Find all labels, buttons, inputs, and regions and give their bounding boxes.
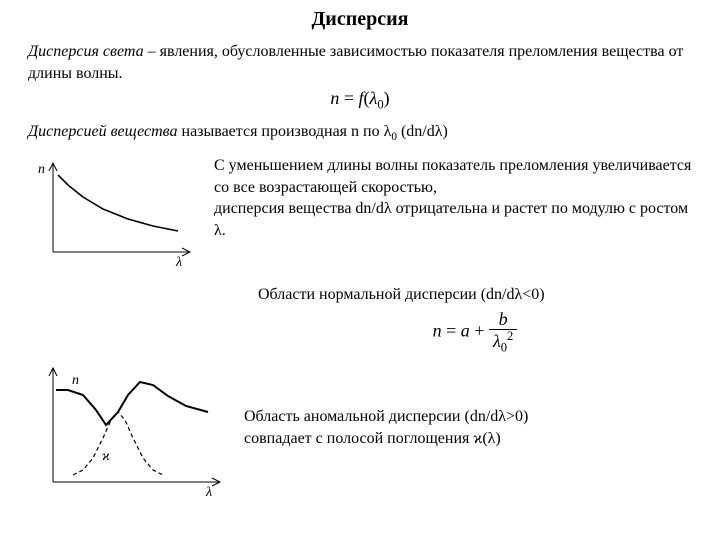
eq2-eq: = xyxy=(442,320,461,340)
chart-2: n ϰ λ xyxy=(28,360,228,500)
eq1-n: n xyxy=(330,88,339,108)
term-dispersion-light: Дисперсия света xyxy=(28,43,144,60)
svg-text:n: n xyxy=(38,162,45,177)
chart-1-caption: С уменьшением длины волны показатель пре… xyxy=(214,155,692,241)
eq2-n: n xyxy=(433,320,442,340)
svg-text:λ: λ xyxy=(205,485,212,500)
eq1-rp: ) xyxy=(384,88,390,108)
page-title: Дисперсия xyxy=(28,8,692,31)
anomalous-line-b: совпадает с полосой поглощения ϰ(λ) xyxy=(244,428,692,450)
definition-2-tail: (dn/dλ) xyxy=(397,123,448,140)
definition-1: Дисперсия света – явления, обусловленные… xyxy=(28,41,692,84)
normal-dispersion-label: Области нормальной дисперсии (dn/dλ<0) xyxy=(258,284,692,306)
term-dispersion-medium: Дисперсией вещества xyxy=(28,123,178,140)
definition-2: Дисперсией вещества называется производн… xyxy=(28,121,692,145)
equation-1: n = f(λ0) xyxy=(28,88,692,113)
chart-2-svg: n ϰ λ xyxy=(28,360,228,500)
anomalous-line-a: Область аномальной дисперсии (dn/dλ>0) xyxy=(244,406,692,428)
eq2-den: λ02 xyxy=(489,330,517,355)
eq1-eq: = xyxy=(339,88,358,108)
chart-1-text-a: С уменьшением длины волны показатель пре… xyxy=(214,157,691,196)
row-chart2: n ϰ λ Область аномальной дисперсии (dn/dλ>… xyxy=(28,360,692,500)
equation-2: n = a + bλ02 xyxy=(258,310,692,355)
chart-1-svg: nλ xyxy=(28,155,198,270)
eq2-a: a xyxy=(461,320,470,340)
eq2-fraction: bλ02 xyxy=(489,310,517,355)
svg-text:n: n xyxy=(72,373,79,388)
eq2-plus: + xyxy=(470,320,489,340)
eq2-num: b xyxy=(489,310,517,330)
eq2-den-sup: 2 xyxy=(507,329,513,343)
row-chart1: nλ С уменьшением длины волны показатель … xyxy=(28,155,692,270)
chart-1-text-b: дисперсия вещества dn/dλ отрицательна и … xyxy=(214,200,688,239)
eq2-den-lam: λ xyxy=(493,331,501,351)
definition-2-body: называется производная n по λ xyxy=(178,123,392,140)
svg-text:λ: λ xyxy=(175,255,182,270)
anomalous-block: Область аномальной дисперсии (dn/dλ>0) с… xyxy=(244,360,692,449)
svg-text:ϰ: ϰ xyxy=(102,449,110,464)
chart-1: nλ xyxy=(28,155,198,270)
normal-dispersion-block: Области нормальной дисперсии (dn/dλ<0) n… xyxy=(258,284,692,354)
